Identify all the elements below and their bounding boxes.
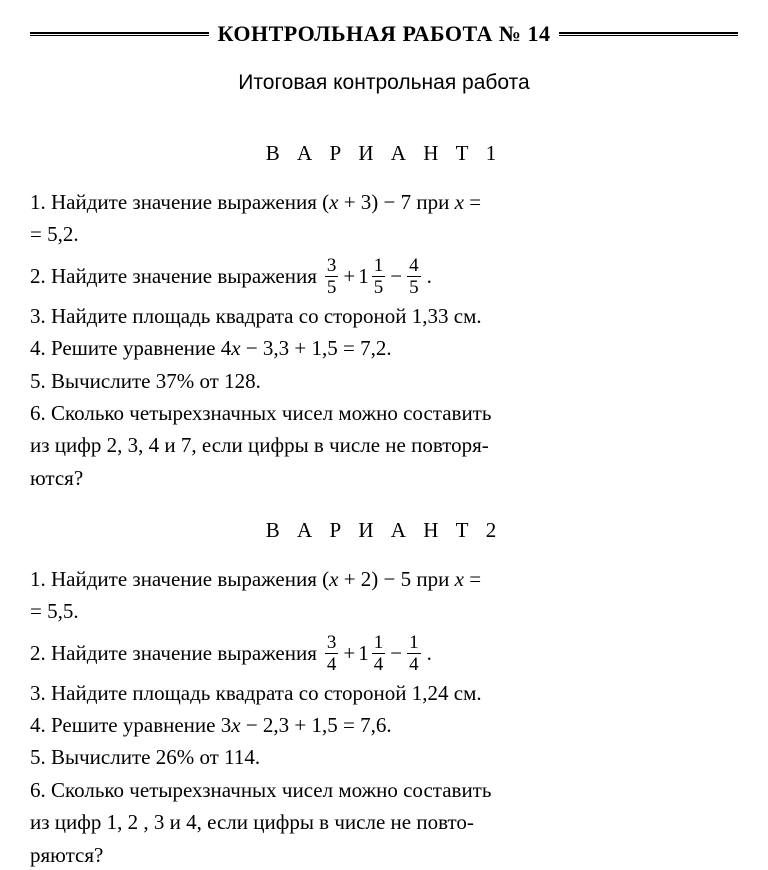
page-title: КОНТРОЛЬНАЯ РАБОТА № 14 [217,18,550,50]
numerator: 1 [372,256,386,277]
period: . [427,261,432,291]
v1-problem-4: 4. Решите уравнение 4x − 3,3 + 1,5 = 7,2… [30,333,738,363]
denominator: 5 [325,277,339,297]
numerator: 3 [325,633,339,654]
period: . [427,638,432,668]
fraction: 1 4 [407,633,421,674]
mixed-number: 1 1 4 [358,633,387,674]
v1-p6-line1: 6. Сколько четырехзначных чисел можно со… [30,398,738,428]
minus-op: − [390,638,402,668]
v2-problem-2: 2. Найдите значение выражения 3 4 + 1 1 … [30,633,738,674]
plus-op: + [343,261,355,291]
v2-p2-text: 2. Найдите значение выражения [30,638,317,668]
variant1-title: В А Р И А Н Т 1 [30,138,738,168]
fraction: 4 5 [407,256,421,297]
variant2-title: В А Р И А Н Т 2 [30,515,738,545]
v1-problem-1: 1. Найдите значение выражения (x + 3) − … [30,187,738,217]
fraction: 1 4 [372,633,386,674]
header-divider: КОНТРОЛЬНАЯ РАБОТА № 14 [30,18,738,50]
v1-problem-5: 5. Вычислите 37% от 128. [30,366,738,396]
whole-part: 1 [358,638,369,668]
numerator: 3 [325,256,339,277]
v1-p6-line2: из цифр 2, 3, 4 и 7, если цифры в числе … [30,430,738,460]
fraction: 3 5 [325,256,339,297]
v2-problem-1: 1. Найдите значение выражения (x + 2) − … [30,564,738,594]
plus-op: + [343,638,355,668]
numerator: 4 [407,256,421,277]
v2-p1-line2: = 5,5. [30,596,738,626]
v2-p2-expression: 3 4 + 1 1 4 − 1 4 . [323,633,432,674]
v1-problem-2: 2. Найдите значение выражения 3 5 + 1 1 … [30,256,738,297]
denominator: 4 [325,654,339,674]
numerator: 1 [407,633,421,654]
v1-p6-line3: ются? [30,463,738,493]
denominator: 5 [407,277,421,297]
variant2-section: В А Р И А Н Т 2 1. Найдите значение выра… [30,515,738,870]
subtitle: Итоговая контрольная работа [30,68,738,98]
v2-p6-line1: 6. Сколько четырехзначных чисел можно со… [30,775,738,805]
v2-p1-line1: 1. Найдите значение выражения (x + 2) − … [30,567,481,591]
denominator: 5 [372,277,386,297]
v1-p1-line1: 1. Найдите значение выражения (x + 3) − … [30,190,481,214]
mixed-number: 1 1 5 [358,256,387,297]
denominator: 4 [407,654,421,674]
v2-problem-5: 5. Вычислите 26% от 114. [30,742,738,772]
rule-right [559,32,738,36]
rule-left [30,32,209,36]
v2-p6-line2: из цифр 1, 2 , 3 и 4, если цифры в числе… [30,807,738,837]
v1-p1-line2: = 5,2. [30,219,738,249]
v1-problem-3: 3. Найдите площадь квадрата со стороной … [30,301,738,331]
fraction: 1 5 [372,256,386,297]
v1-p2-text: 2. Найдите значение выражения [30,261,317,291]
whole-part: 1 [358,261,369,291]
v2-problem-3: 3. Найдите площадь квадрата со стороной … [30,678,738,708]
v2-p6-line3: ряются? [30,840,738,870]
v1-p2-expression: 3 5 + 1 1 5 − 4 5 . [323,256,432,297]
fraction: 3 4 [325,633,339,674]
numerator: 1 [372,633,386,654]
minus-op: − [390,261,402,291]
v2-problem-4: 4. Решите уравнение 3x − 2,3 + 1,5 = 7,6… [30,710,738,740]
denominator: 4 [372,654,386,674]
